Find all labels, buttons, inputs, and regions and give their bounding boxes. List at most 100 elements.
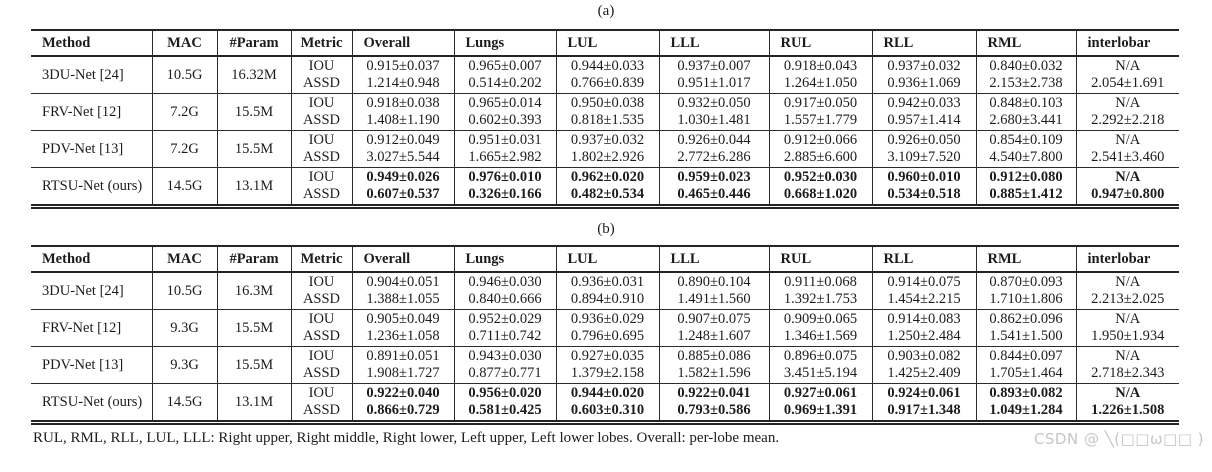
assd-value: 0.603±0.310 [570,402,645,418]
iou-value: 0.946±0.030 [468,274,542,290]
value-cell: 0.918±0.043 1.264±1.050 [768,56,872,94]
value-cell: 0.905±0.049 1.236±1.058 [351,309,454,347]
assd-value: 1.950±1.934 [1091,328,1165,344]
column-header--param: #Param [216,30,291,57]
assd-value: 2.153±2.738 [989,75,1063,91]
iou-value: 0.911±0.068 [784,274,857,290]
assd-value: 2.213±2.025 [1091,291,1165,307]
value-cell: 0.909±0.065 1.346±1.569 [768,309,872,347]
iou-value: 0.840±0.032 [989,58,1063,74]
value-cell: 0.937±0.007 0.951±1.017 [658,56,769,94]
iou-value: 0.949±0.026 [366,169,440,185]
iou-value: 0.926±0.044 [677,132,751,148]
value-cell: 0.944±0.033 0.766±0.839 [555,56,659,94]
value-cell: 0.912±0.049 3.027±5.544 [351,130,454,168]
table-row: 3DU-Net [24] 10.5G 16.3M IOU ASSD 0.904±0.051… [31,272,1179,310]
value-cell: 0.890±0.104 1.491±1.560 [658,272,769,310]
params-cell: 13.1M [216,167,291,207]
assd-value: 0.534±0.518 [887,186,961,202]
assd-value: 2.541±3.460 [1091,149,1165,165]
iou-value: 0.937±0.032 [570,132,645,148]
value-cell: 0.893±0.082 1.049±1.284 [975,383,1076,423]
column-header-lungs: Lungs [453,30,556,57]
iou-value: 0.896±0.075 [783,348,858,364]
metric-label-assd: ASSD [302,291,341,307]
value-cell: 0.915±0.037 1.214±0.948 [351,56,454,94]
iou-value: 0.844±0.097 [989,348,1063,364]
column-header-rll: RLL [871,30,976,57]
assd-value: 0.482±0.534 [570,186,645,202]
iou-value: 0.914±0.075 [887,274,961,290]
metric-cell: IOU ASSD [290,93,352,131]
iou-value: 0.965±0.007 [468,58,542,74]
assd-value: 1.665±2.982 [468,149,542,165]
value-cell: 0.885±0.086 1.582±1.596 [658,346,769,384]
method-cell: PDV-Net [13] [31,346,152,384]
iou-value: 0.944±0.033 [570,58,645,74]
metric-cell: IOU ASSD [290,130,352,168]
subtable-caption-b: (b) [597,221,615,237]
assd-value: 0.936±1.069 [887,75,961,91]
column-header-lll: LLL [658,30,769,57]
column-header-lul: LUL [555,246,659,273]
value-cell: 0.965±0.014 0.602±0.393 [453,93,556,131]
params-cell: 16.3M [216,272,291,310]
method-cell: RTSU-Net (ours) [31,167,152,207]
iou-value: 0.870±0.093 [989,274,1063,290]
assd-value: 0.668±1.020 [783,186,858,202]
value-cell: 0.914±0.083 1.250±2.484 [871,309,976,347]
assd-value: 0.885±1.412 [989,186,1063,202]
value-cell: 0.924±0.061 0.917±1.348 [871,383,976,423]
value-cell: 0.946±0.030 0.840±0.666 [453,272,556,310]
value-cell: 0.950±0.038 0.818±1.535 [555,93,659,131]
value-cell: 0.927±0.035 1.379±2.158 [555,346,659,384]
iou-value: 0.912±0.049 [366,132,440,148]
column-header-overall: Overall [351,246,454,273]
mac-cell: 10.5G [151,56,217,94]
metric-cell: IOU ASSD [290,56,352,94]
value-cell: N/A 2.213±2.025 [1075,272,1179,310]
value-cell: 0.862±0.096 1.541±1.500 [975,309,1076,347]
table-row: RTSU-Net (ours) 14.5G 13.1M IOU ASSD 0.922±0.… [31,383,1179,423]
column-header-mac: MAC [151,30,217,57]
assd-value: 1.226±1.508 [1091,402,1165,418]
assd-value: 1.379±2.158 [570,365,645,381]
iou-value: 0.927±0.035 [570,348,645,364]
method-cell: RTSU-Net (ours) [31,383,152,423]
mac-cell: 14.5G [151,167,217,207]
assd-value: 1.710±1.806 [989,291,1063,307]
assd-value: 0.514±0.202 [468,75,542,91]
assd-value: 1.582±1.596 [677,365,751,381]
value-cell: 0.936±0.029 0.796±0.695 [555,309,659,347]
metric-label-iou: IOU [308,348,335,364]
value-cell: 0.922±0.041 0.793±0.586 [658,383,769,423]
metric-cell: IOU ASSD [290,383,352,423]
assd-value: 0.818±1.535 [570,112,645,128]
value-cell: N/A 1.950±1.934 [1075,309,1179,347]
iou-value: 0.956±0.020 [468,385,542,401]
value-cell: 0.952±0.029 0.711±0.742 [453,309,556,347]
assd-value: 0.957±1.414 [887,112,961,128]
iou-value: 0.965±0.014 [468,95,542,111]
method-cell: PDV-Net [13] [31,130,152,168]
subtable-caption-a: (a) [597,3,615,19]
column-header-rml: RML [975,30,1076,57]
iou-value: N/A [1115,311,1141,327]
table-row: FRV-Net [12] 9.3G 15.5M IOU ASSD 0.905±0.049 1… [31,309,1179,347]
assd-value: 1.454±2.215 [887,291,961,307]
metric-label-iou: IOU [308,58,335,74]
assd-value: 0.711±0.742 [468,328,542,344]
assd-value: 0.793±0.586 [677,402,751,418]
value-cell: 0.870±0.093 1.710±1.806 [975,272,1076,310]
assd-value: 0.766±0.839 [570,75,645,91]
assd-value: 1.425±2.409 [887,365,961,381]
assd-value: 1.491±1.560 [677,291,751,307]
metric-label-assd: ASSD [302,186,341,202]
iou-value: 0.912±0.066 [783,132,858,148]
column-header-method: Method [31,30,152,57]
iou-value: 0.924±0.061 [887,385,961,401]
assd-value: 0.602±0.393 [468,112,542,128]
iou-value: N/A [1115,348,1141,364]
assd-value: 1.802±2.926 [570,149,645,165]
